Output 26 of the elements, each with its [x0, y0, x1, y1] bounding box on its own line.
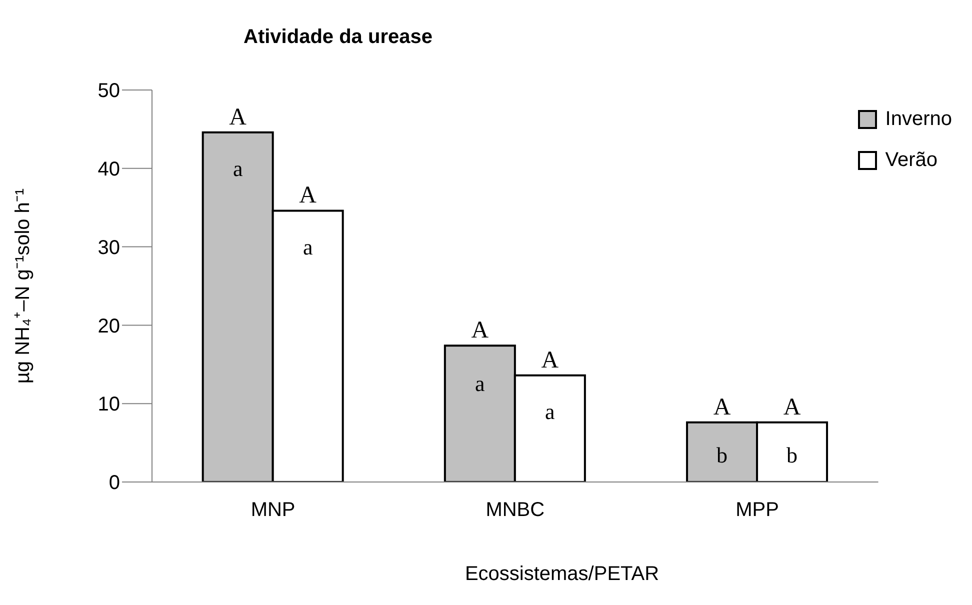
legend-label: Verão	[885, 149, 938, 172]
data-label: A	[299, 182, 318, 209]
annotation: a	[302, 234, 313, 260]
x-tick-label: MNBC	[486, 499, 545, 522]
chart-title: Atividade da urease	[242, 26, 434, 49]
y-tick-label: 0	[108, 472, 120, 494]
annotation: a	[545, 399, 556, 424]
data-label: A	[783, 394, 802, 420]
y-axis-title: µg NH₄⁺–N g⁻¹solo h⁻¹	[12, 188, 34, 384]
data-label: A	[229, 104, 248, 130]
legend-label: Inverno	[885, 108, 952, 131]
x-tick-label: MNP	[250, 499, 296, 522]
annotation: b	[716, 442, 728, 468]
y-tick-label: 40	[98, 158, 120, 180]
x-axis-title: Ecossistemas/PETAR	[464, 563, 660, 586]
data-label: A	[541, 347, 560, 374]
annotation: a	[475, 370, 486, 396]
y-tick-label: 30	[98, 236, 120, 259]
data-label: A	[471, 318, 490, 344]
y-tick-label: 50	[98, 80, 120, 102]
x-tick-label: MPP	[736, 499, 779, 522]
data-label: A	[713, 394, 732, 420]
y-tick-label: 20	[98, 315, 120, 338]
y-tick-label: 10	[98, 394, 120, 416]
annotation: a	[232, 156, 243, 182]
annotation: b	[786, 442, 798, 468]
